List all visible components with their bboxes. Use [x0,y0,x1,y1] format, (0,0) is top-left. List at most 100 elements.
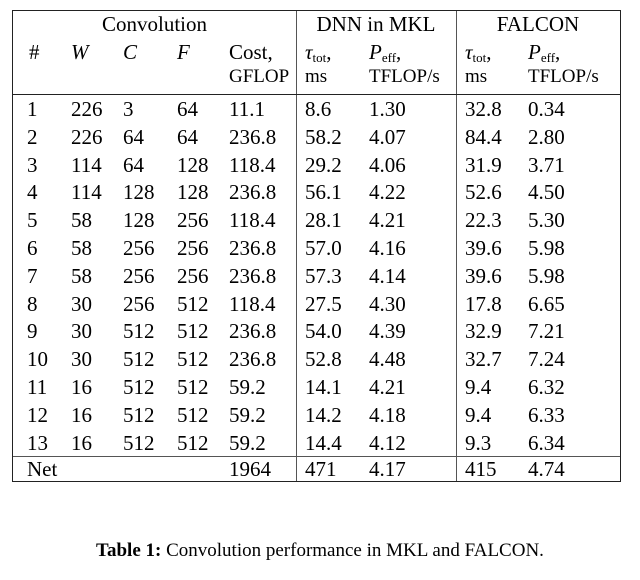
tau-subscript: tot [312,50,327,65]
cell-c: 64 [123,124,144,149]
cell-fal-p: 6.65 [528,291,565,316]
cell-c: 256 [123,291,155,316]
cell-cost: 236.8 [229,180,277,205]
cell-w: 16 [71,375,92,399]
performance-table: Convolution DNN in MKL FALCON # W C F Co… [12,10,621,482]
group-header-convolution: Convolution [101,12,207,36]
col-header-num: # [29,40,40,64]
cell-fal-tau: 32.8 [465,97,502,121]
cell-fal-p: 4.50 [528,180,565,205]
cell-mkl-p: 4.22 [369,180,406,205]
cell-mkl-tau: 14.1 [305,375,342,399]
col-header-c: C [123,40,138,64]
cell-mkl-p: 4.48 [369,347,406,372]
cell-fal-p: 5.30 [528,208,565,233]
cell-cost: 236.8 [229,124,277,149]
comma: , [326,40,332,64]
net-cost: 1964 [229,457,271,481]
cell-fal-p: 6.32 [528,375,565,399]
cell-cost: 236.8 [229,236,277,260]
cell-f: 256 [177,263,209,288]
cell-mkl-tau: 52.8 [305,347,342,372]
cell-mkl-tau: 58.2 [305,124,342,149]
col-header-falcon-tau-unit: ms [465,66,488,87]
cell-mkl-tau: 8.6 [305,97,332,121]
cell-f: 512 [177,319,209,344]
divider-convolution-mkl [296,11,297,481]
cell-f: 256 [177,208,209,233]
cell-fal-tau: 32.7 [465,347,502,372]
caption-label: Table 1: [96,540,162,561]
cell-w: 58 [71,208,92,233]
col-header-f: F [177,40,190,64]
cell-fal-tau: 17.8 [465,291,502,316]
cell-w: 16 [71,402,92,427]
cell-num: 10 [27,347,48,372]
cell-c: 512 [123,402,155,427]
cell-w: 58 [71,263,92,288]
net-row-rule [13,456,620,457]
cell-fal-tau: 84.4 [465,124,502,149]
cell-num: 8 [27,291,38,316]
cell-f: 128 [177,152,209,177]
cell-mkl-tau: 56.1 [305,180,342,205]
p-subscript: eff [381,50,397,65]
cell-cost: 59.2 [229,402,266,427]
group-header-mkl: DNN in MKL [316,12,436,36]
cell-fal-p: 2.80 [528,124,565,149]
cell-f: 512 [177,347,209,372]
cell-c: 512 [123,375,155,399]
cell-cost: 59.2 [229,375,266,399]
cell-f: 64 [177,97,198,121]
cell-mkl-tau: 29.2 [305,152,342,177]
col-header-mkl-tau: τtot, [305,40,332,70]
cell-mkl-p: 4.12 [369,430,406,455]
cell-fal-tau: 9.4 [465,375,492,399]
cell-mkl-tau: 57.3 [305,263,342,288]
cell-cost: 118.4 [229,208,276,233]
net-falcon-tau: 415 [465,457,497,481]
cell-c: 128 [123,180,155,205]
net-label: Net [27,457,58,481]
col-header-mkl-tau-unit: ms [305,66,328,87]
cell-w: 58 [71,236,92,260]
cell-c: 512 [123,430,155,455]
tau-symbol: τ [305,40,313,64]
col-header-falcon-p-unit: TFLOP/s [528,66,599,87]
cell-cost: 236.8 [229,263,277,288]
cell-mkl-tau: 14.2 [305,402,342,427]
cell-w: 16 [71,430,92,455]
cell-w: 30 [71,347,92,372]
cell-cost: 59.2 [229,430,266,455]
cell-num: 6 [27,236,38,260]
cell-c: 256 [123,236,155,260]
col-header-cost: Cost, [229,40,273,64]
cell-c: 64 [123,152,144,177]
group-header-falcon: FALCON [496,12,580,36]
cell-mkl-tau: 54.0 [305,319,342,344]
comma: , [555,40,561,64]
cell-fal-p: 3.71 [528,152,565,177]
tau-subscript: tot [472,50,487,65]
cell-num: 7 [27,263,38,288]
cell-fal-p: 7.21 [528,319,565,344]
cell-mkl-p: 4.30 [369,291,406,316]
cell-num: 13 [27,430,48,455]
col-header-mkl-p: Peff, [369,40,401,70]
col-header-falcon-p: Peff, [528,40,560,70]
cell-w: 226 [71,124,103,149]
cell-mkl-p: 4.07 [369,124,406,149]
cell-f: 256 [177,236,209,260]
cell-num: 11 [27,375,48,399]
cell-fal-p: 5.98 [528,263,565,288]
table-caption: Table 1: Convolution performance in MKL … [0,539,640,563]
divider-mkl-falcon [456,11,457,481]
cell-mkl-p: 4.21 [369,208,406,233]
cell-c: 256 [123,263,155,288]
cell-mkl-tau: 57.0 [305,236,342,260]
cell-mkl-p: 4.39 [369,319,406,344]
cell-mkl-p: 4.06 [369,152,406,177]
p-subscript: eff [540,50,556,65]
col-header-cost-unit: GFLOP [229,66,290,87]
net-mkl-tau: 471 [305,457,337,481]
